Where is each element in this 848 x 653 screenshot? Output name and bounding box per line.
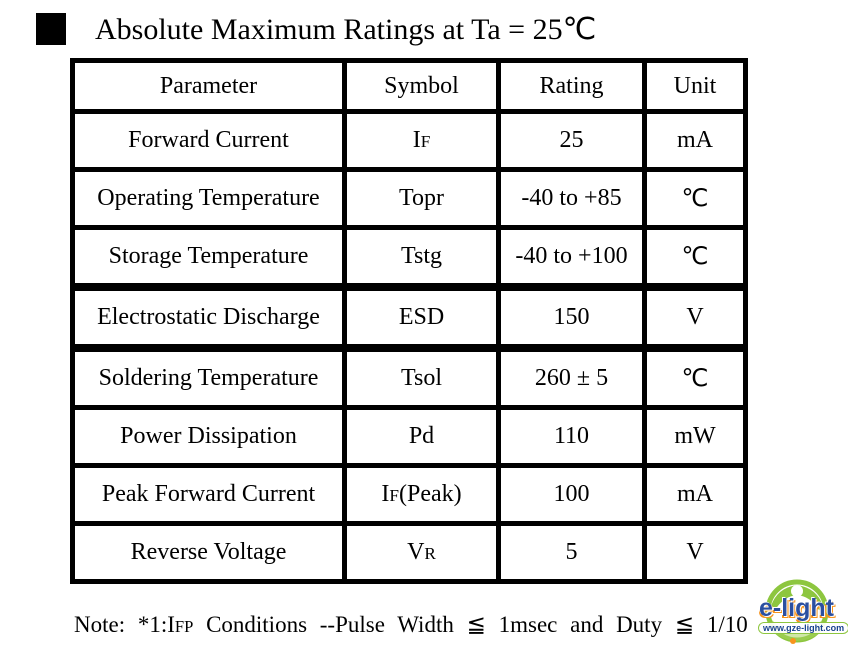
- logo-url-text: www.gze-light.com: [758, 622, 848, 634]
- rating-cell: 110: [496, 405, 647, 468]
- table-row: Reverse Voltage VR 5 V: [70, 521, 748, 584]
- logo-dot: [790, 638, 796, 644]
- unit-cell: ℃: [642, 167, 748, 230]
- table-row: Power Dissipation Pd 110 mW: [70, 405, 748, 468]
- rating-cell: 100: [496, 463, 647, 526]
- parameter-cell: Peak Forward Current: [70, 463, 347, 526]
- e-light-logo: e-light www.gze-light.com: [744, 576, 848, 653]
- symbol-cell: Pd: [342, 405, 501, 468]
- rating-cell: 25: [496, 109, 647, 172]
- rating-cell: 260 ± 5: [496, 344, 647, 410]
- parameter-cell: Electrostatic Discharge: [70, 283, 347, 351]
- symbol-cell: Tstg: [342, 225, 501, 290]
- parameter-cell: Soldering Temperature: [70, 344, 347, 410]
- parameter-cell: Storage Temperature: [70, 225, 347, 290]
- absolute-maximum-ratings-table: Parameter Symbol Rating Unit Forward Cur…: [70, 58, 748, 584]
- symbol-cell: VR: [342, 521, 501, 584]
- symbol-cell: ESD: [342, 283, 501, 351]
- table-row: Soldering Temperature Tsol 260 ± 5 ℃: [70, 344, 748, 410]
- unit-cell: mA: [642, 109, 748, 172]
- table-row: Peak Forward Current IF(Peak) 100 mA: [70, 463, 748, 526]
- header-parameter: Parameter: [70, 58, 347, 114]
- section-bullet-square: [36, 13, 66, 45]
- rating-cell: 5: [496, 521, 647, 584]
- table-row: Electrostatic Discharge ESD 150 V: [70, 283, 748, 351]
- parameter-cell: Operating Temperature: [70, 167, 347, 230]
- unit-cell: ℃: [642, 225, 748, 290]
- header-rating: Rating: [496, 58, 647, 114]
- parameter-cell: Forward Current: [70, 109, 347, 172]
- brand-text: e-light: [759, 594, 834, 622]
- unit-cell: V: [642, 521, 748, 584]
- rating-cell: -40 to +100: [496, 225, 647, 290]
- table-row: Storage Temperature Tstg -40 to +100 ℃: [70, 225, 748, 290]
- header-symbol: Symbol: [342, 58, 501, 114]
- unit-cell: V: [642, 283, 748, 351]
- unit-cell: ℃: [642, 344, 748, 410]
- symbol-cell: Tsol: [342, 344, 501, 410]
- table-row: Operating Temperature Topr -40 to +85 ℃: [70, 167, 748, 230]
- footnote: Note: *1:IFP Conditions --Pulse Width ≦ …: [74, 612, 748, 637]
- symbol-cell: Topr: [342, 167, 501, 230]
- unit-cell: mW: [642, 405, 748, 468]
- parameter-cell: Power Dissipation: [70, 405, 347, 468]
- parameter-cell: Reverse Voltage: [70, 521, 347, 584]
- rating-cell: -40 to +85: [496, 167, 647, 230]
- table-header-row: Parameter Symbol Rating Unit: [70, 58, 748, 114]
- table-row: Forward Current IF 25 mA: [70, 109, 748, 172]
- unit-cell: mA: [642, 463, 748, 526]
- header-unit: Unit: [642, 58, 748, 114]
- symbol-cell: IF(Peak): [342, 463, 501, 526]
- rating-cell: 150: [496, 283, 647, 351]
- page-title: Absolute Maximum Ratings at Ta = 25℃: [95, 13, 597, 46]
- symbol-cell: IF: [342, 109, 501, 172]
